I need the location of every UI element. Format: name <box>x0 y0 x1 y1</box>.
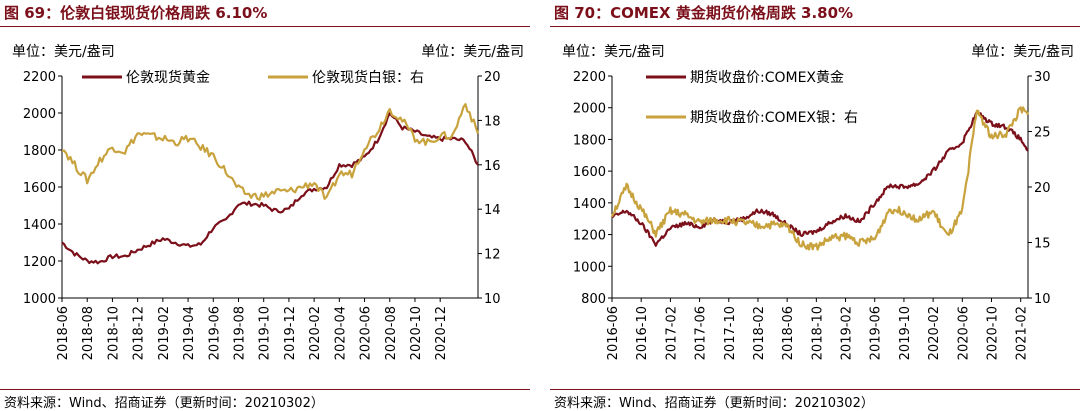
legend-label-gold: 期货收盘价:COMEX黄金 <box>690 69 844 86</box>
title-rule <box>0 26 530 27</box>
x-tick-label: 2019-08 <box>232 306 247 360</box>
x-tick-label: 2020-10 <box>986 306 1001 360</box>
left-tick-label: 1600 <box>573 165 606 180</box>
x-tick-label: 2019-02 <box>840 306 855 360</box>
source-note: 资料来源：Wind、招商证券（更新时间：20210302） <box>4 396 324 411</box>
x-tick-label: 2019-10 <box>258 306 273 360</box>
x-tick-label: 2020-02 <box>927 306 942 360</box>
x-tick-label: 2018-10 <box>810 306 825 360</box>
right-unit-label: 单位：美元/盎司 <box>971 44 1074 60</box>
x-tick-label: 2019-06 <box>869 306 884 360</box>
x-tick-label: 2020-10 <box>409 306 424 360</box>
left-tick-label: 1000 <box>23 292 56 307</box>
left-tick-label: 2200 <box>573 70 606 85</box>
left-tick-label: 800 <box>581 292 606 307</box>
left-tick-label: 2000 <box>573 102 606 117</box>
legend-label-silver: 伦敦现货白银：右 <box>312 69 424 86</box>
right-tick-label: 10 <box>484 292 501 307</box>
left-tick-label: 1800 <box>23 144 56 159</box>
right-tick-label: 30 <box>1034 70 1051 85</box>
left-tick-label: 1600 <box>23 181 56 196</box>
series-line-silver <box>61 103 480 201</box>
chart-comex-gold-silver: 单位：美元/盎司 单位：美元/盎司 800 1000 1200 1400 1600 1800 2… <box>562 44 1074 360</box>
x-tick-label: 2018-08 <box>81 306 96 360</box>
x-tick-label: 2021-02 <box>1015 306 1030 360</box>
x-tick-label: 2020-12 <box>434 306 449 360</box>
panel-silver-london: 图 69：伦敦白银现货价格周跌 6.10% 单位：美元/盎司 单位：美元/盎司 10… <box>0 0 530 411</box>
right-tick-label: 14 <box>484 203 501 218</box>
left-tick-label: 1200 <box>23 255 56 270</box>
source-rule <box>0 389 530 390</box>
x-tick-label: 2016-06 <box>606 306 621 360</box>
left-tick-label: 2200 <box>23 70 56 85</box>
x-tick-label: 2020-04 <box>333 306 348 360</box>
x-tick-label: 2019-12 <box>283 306 298 360</box>
source-rule <box>550 389 1080 390</box>
title-rule <box>550 26 1080 27</box>
right-tick-label: 16 <box>484 159 501 174</box>
left-tick-label: 1200 <box>573 229 606 244</box>
panel-comex-gold: 图 70：COMEX 黄金期货价格周跌 3.80% 单位：美元/盎司 单位：美元/… <box>550 0 1080 411</box>
right-unit-label: 单位：美元/盎司 <box>421 44 524 60</box>
figure-title: 图 70：COMEX 黄金期货价格周跌 3.80% <box>554 4 854 22</box>
x-tick-label: 2017-02 <box>664 306 679 360</box>
left-tick-label: 1400 <box>573 197 606 212</box>
x-tick-label: 2019-06 <box>207 306 222 360</box>
right-tick-label: 20 <box>1034 181 1051 196</box>
source-note: 资料来源：Wind、招商证券（更新时间：20210302） <box>554 396 874 411</box>
x-tick-label: 2020-06 <box>359 306 374 360</box>
x-tick-label: 2019-04 <box>182 306 197 360</box>
right-tick-label: 15 <box>1034 237 1051 252</box>
x-tick-label: 2018-02 <box>752 306 767 360</box>
right-tick-label: 12 <box>484 248 501 263</box>
chart-london-gold-silver: 单位：美元/盎司 单位：美元/盎司 1000 1200 1400 1600 1800 2000… <box>12 44 524 360</box>
figure-title: 图 69：伦敦白银现货价格周跌 6.10% <box>4 4 268 22</box>
x-tick-label: 2018-12 <box>132 306 147 360</box>
x-tick-label: 2020-06 <box>956 306 971 360</box>
x-tick-label: 2020-02 <box>308 306 323 360</box>
legend-label-gold: 伦敦现货黄金 <box>126 69 210 86</box>
left-unit-label: 单位：美元/盎司 <box>562 44 665 60</box>
x-tick-label: 2018-06 <box>781 306 796 360</box>
right-tick-label: 10 <box>1034 292 1051 307</box>
series-line-gold <box>611 110 1029 247</box>
x-tick-label: 2017-10 <box>723 306 738 360</box>
x-tick-label: 2017-06 <box>694 306 709 360</box>
x-tick-label: 2018-06 <box>56 306 71 360</box>
left-tick-label: 2000 <box>23 107 56 122</box>
x-tick-label: 2020-08 <box>384 306 399 360</box>
left-unit-label: 单位：美元/盎司 <box>12 44 115 60</box>
x-tick-label: 2019-10 <box>898 306 913 360</box>
series-line-silver <box>610 106 1030 251</box>
legend-label-silver: 期货收盘价:COMEX银：右 <box>690 109 858 126</box>
left-tick-label: 1800 <box>573 133 606 148</box>
right-tick-label: 18 <box>484 114 501 129</box>
series-line-gold <box>61 112 479 265</box>
x-tick-label: 2018-10 <box>106 306 121 360</box>
x-tick-label: 2019-02 <box>157 306 172 360</box>
left-tick-label: 1400 <box>23 218 56 233</box>
right-tick-label: 20 <box>484 70 501 85</box>
right-tick-label: 25 <box>1034 126 1051 141</box>
left-tick-label: 1000 <box>573 260 606 275</box>
x-tick-label: 2016-10 <box>635 306 650 360</box>
